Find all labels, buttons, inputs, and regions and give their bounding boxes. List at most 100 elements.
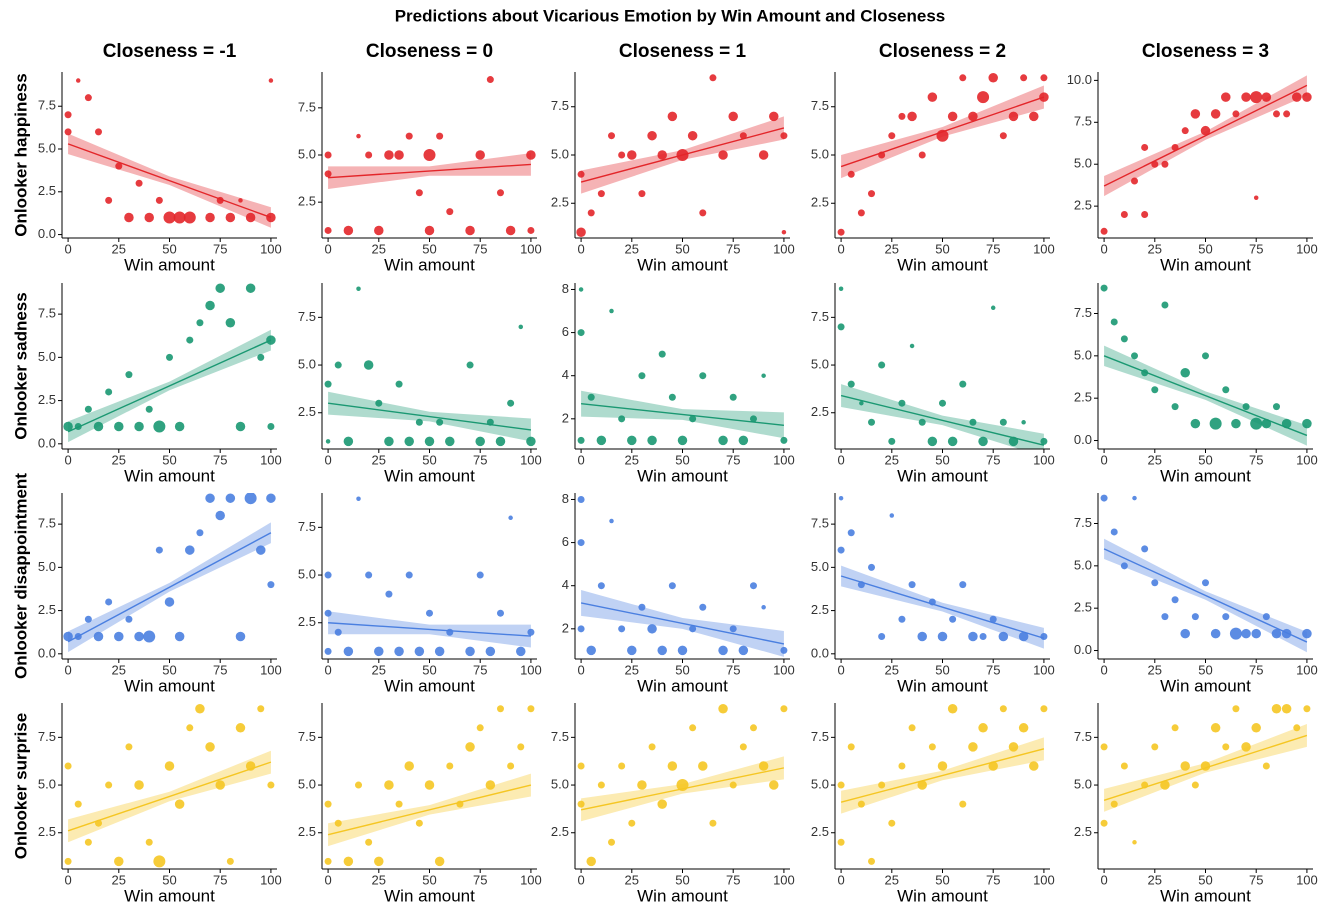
point <box>578 287 584 292</box>
point <box>205 300 215 311</box>
y-axis-label: Onlooker surprise <box>11 713 30 859</box>
point <box>475 150 485 160</box>
point <box>979 633 987 641</box>
point <box>1221 92 1231 102</box>
fit-line <box>581 403 784 426</box>
point <box>257 705 265 713</box>
point <box>758 150 769 160</box>
point <box>668 582 676 590</box>
point <box>394 646 404 657</box>
point <box>114 856 124 867</box>
point <box>496 609 504 617</box>
y-tick-label: 2.5 <box>811 195 829 210</box>
point <box>1029 761 1039 771</box>
point <box>476 724 484 732</box>
point <box>485 780 496 790</box>
x-tick-label: 0 <box>837 662 844 677</box>
point <box>1180 761 1190 771</box>
point <box>343 225 354 236</box>
point <box>878 781 886 789</box>
column-title: Closeness = 0 <box>366 41 493 62</box>
point <box>586 856 596 867</box>
point <box>769 780 779 790</box>
panel: Closeness = 3 Win amount 0 25 50 75 100 2.5 5.0 7… <box>1067 41 1318 274</box>
point <box>689 415 697 423</box>
point <box>780 646 788 654</box>
point <box>857 800 865 808</box>
point <box>1100 743 1108 751</box>
x-tick-label: 50 <box>162 872 176 887</box>
point <box>334 628 342 636</box>
point <box>847 743 855 751</box>
point <box>988 761 998 771</box>
point <box>1131 352 1139 360</box>
plot-area <box>1100 284 1312 446</box>
panel: Win amount 0 25 50 75 100 2.5 5.0 7.5 <box>1074 703 1318 905</box>
point <box>205 493 215 503</box>
x-axis-label: Win amount <box>1160 676 1251 695</box>
point <box>183 211 196 224</box>
point <box>84 94 92 102</box>
point <box>516 646 526 657</box>
point <box>698 761 708 771</box>
y-tick-label: 5.0 <box>811 146 829 161</box>
point <box>114 631 124 642</box>
point <box>677 645 688 656</box>
point <box>577 436 585 444</box>
point <box>998 631 1009 642</box>
point <box>780 705 788 713</box>
x-tick-label: 25 <box>885 872 899 887</box>
point <box>356 286 361 291</box>
point <box>739 743 747 751</box>
point <box>937 631 948 642</box>
point <box>507 399 515 407</box>
point <box>699 209 707 217</box>
x-tick-label: 0 <box>64 452 71 467</box>
point <box>1160 780 1170 790</box>
x-tick-label: 25 <box>1148 662 1162 677</box>
point <box>1008 111 1019 122</box>
point <box>1222 613 1230 621</box>
y-tick-label: 5.0 <box>811 356 829 371</box>
x-axis-label: Win amount <box>384 466 475 485</box>
plot-area <box>1100 494 1312 653</box>
point <box>608 838 616 846</box>
x-axis-label: Win amount <box>124 886 215 905</box>
x-axis-label: Win amount <box>1160 255 1251 274</box>
fit-line <box>1103 548 1308 643</box>
point <box>1008 742 1019 752</box>
x-tick-label: 75 <box>1249 241 1263 256</box>
panel: Win amount 0 25 50 75 100 2.5 5.0 7.5 <box>811 703 1055 905</box>
fit-line <box>580 127 785 183</box>
x-tick-label: 75 <box>473 872 487 887</box>
y-tick-label: 4 <box>562 577 569 592</box>
point <box>404 761 414 771</box>
x-tick-label: 50 <box>1198 452 1212 467</box>
x-tick-label: 25 <box>112 662 126 677</box>
point <box>324 609 332 617</box>
x-axis-label: Win amount <box>384 886 475 905</box>
point <box>1100 819 1108 827</box>
point <box>1229 627 1242 640</box>
point <box>135 179 143 187</box>
point <box>947 111 958 122</box>
x-tick-label: 0 <box>324 662 331 677</box>
point <box>1200 125 1211 136</box>
point <box>235 631 246 642</box>
point <box>969 418 977 426</box>
x-tick-label: 100 <box>773 241 795 256</box>
point <box>699 372 707 380</box>
plot-area <box>324 496 535 657</box>
point <box>343 856 354 867</box>
point <box>1232 705 1240 713</box>
y-tick-label: 7.5 <box>551 729 569 744</box>
x-tick-label: 50 <box>675 662 689 677</box>
point <box>423 149 436 161</box>
x-tick-label: 100 <box>1296 452 1318 467</box>
point <box>1210 109 1221 119</box>
point <box>205 212 215 223</box>
point <box>638 372 646 380</box>
point <box>334 819 342 827</box>
x-tick-label: 0 <box>64 662 71 677</box>
point <box>1151 579 1159 587</box>
